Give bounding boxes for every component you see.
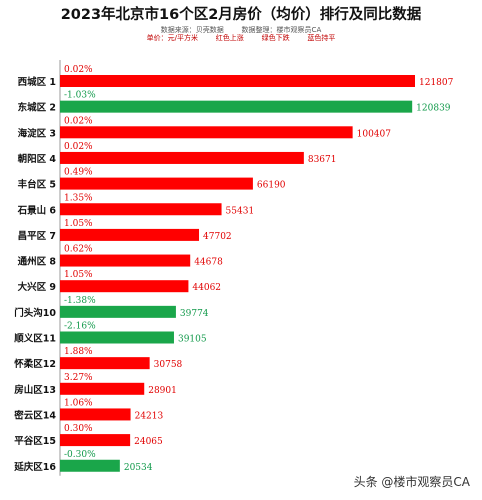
yoy-label: -0.30% [64,450,96,460]
yoy-label: 0.30% [64,424,93,434]
yoy-label: 1.06% [64,398,93,408]
yoy-label: 0.62% [64,245,93,255]
category-label: 大兴区 9 [18,281,56,293]
bar [60,126,353,139]
bar [60,459,120,472]
watermark: 头条 @楼市观察员CA [353,475,470,489]
value-label: 30758 [154,360,183,370]
category-label: 丰台区 5 [18,179,56,191]
bar [60,434,131,447]
bar [60,357,150,370]
bar [60,382,145,395]
value-label: 24213 [135,411,164,421]
bar [60,75,415,87]
category-label: 延庆区16 [13,461,56,473]
value-label: 20534 [124,463,153,473]
category-label: 昌平区 7 [18,231,56,242]
legend-note: 单价：元/平方米 红色上涨 绿色下跌 蓝色持平 [146,34,336,42]
bar [60,408,131,421]
value-label: 121807 [419,78,454,88]
value-label: 44678 [194,258,223,268]
yoy-label: 3.27% [64,373,93,383]
category-label: 海淀区 3 [18,127,56,139]
bar [60,177,253,190]
category-label: 顺义区11 [14,333,56,345]
yoy-label: 0.49% [64,168,93,178]
value-label: 39774 [180,309,209,319]
yoy-label: 1.35% [64,193,93,203]
bar [60,151,304,164]
value-label: 55431 [226,206,255,216]
value-label: 24065 [134,437,163,447]
yoy-label: 0.02% [64,142,93,152]
category-label: 石景山 6 [17,204,57,216]
category-label: 平谷区15 [14,435,56,447]
yoy-label: -2.16% [64,322,96,332]
bar [60,100,413,113]
category-label: 门头沟10 [14,307,56,319]
value-label: 44062 [192,283,221,293]
category-label: 房山区13 [14,384,56,396]
bar [60,254,191,267]
value-label: 83671 [308,155,337,165]
bar [60,228,200,241]
yoy-label: 1.05% [64,219,93,229]
bar [60,203,222,216]
yoy-label: 0.02% [64,65,93,75]
data-source-note: 数据来源：贝壳数据 数据整理：楼市观察员CA [160,26,322,34]
value-label: 66190 [257,181,286,191]
bar [60,280,189,293]
yoy-label: -1.38% [64,296,96,306]
yoy-label: 1.88% [64,347,93,357]
category-label: 密云区14 [13,409,56,421]
value-label: 100407 [357,129,392,139]
bar [60,331,174,344]
value-label: 120839 [416,104,451,114]
category-label: 怀柔区12 [14,358,56,370]
category-label: 东城区 2 [18,102,56,114]
value-label: 28901 [148,386,177,396]
category-label: 西城区 1 [18,76,56,88]
category-label: 朝阳区 4 [18,153,57,165]
yoy-label: -1.03% [64,91,96,101]
bar [60,305,176,318]
yoy-label: 0.02% [64,116,93,126]
value-label: 47702 [203,232,232,242]
yoy-label: 1.05% [64,270,93,280]
value-label: 39105 [178,335,207,345]
chart-title: 2023年北京市16个区2月房价（均价）排行及同比数据 [60,7,422,23]
category-label: 通州区 8 [18,257,57,268]
